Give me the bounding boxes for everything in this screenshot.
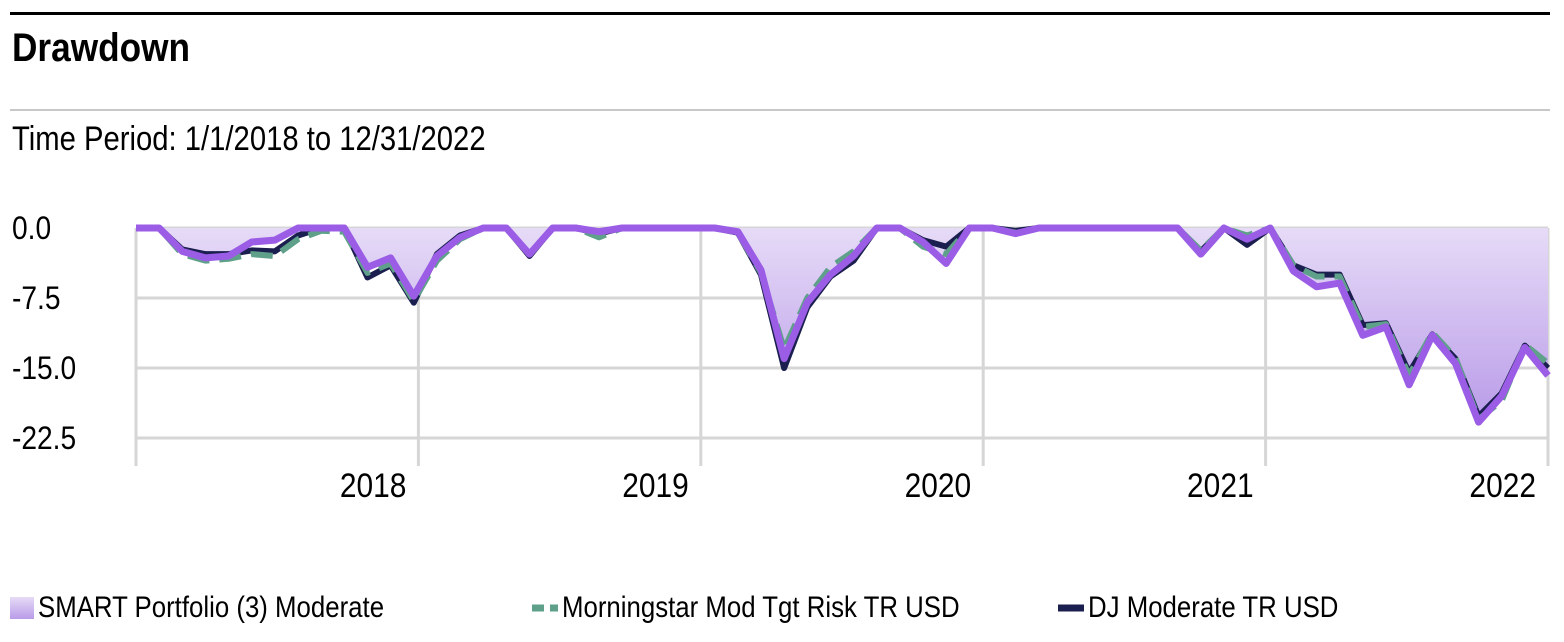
time-period-subtitle: Time Period: 1/1/2018 to 12/31/2022 — [12, 120, 486, 158]
legend-label-dj: DJ Moderate TR USD — [1088, 591, 1339, 624]
legend-item-portfolio: SMART Portfolio (3) Moderate — [10, 588, 440, 628]
morningstar-line — [136, 225, 1550, 423]
legend-item-morningstar: Morningstar Mod Tgt Risk TR USD — [532, 588, 1024, 628]
x-tick-label: 2021 — [1187, 466, 1254, 504]
legend-swatch-morningstar — [532, 604, 558, 612]
y-axis-ticks: 0.0 -7.5 -15.0 -22.5 — [12, 211, 76, 456]
x-axis-ticks: 2018 2019 2020 2021 2022 — [340, 466, 1536, 504]
portfolio-line — [136, 224, 1551, 426]
y-tick-label: -15.0 — [12, 351, 76, 386]
legend-swatch-portfolio — [10, 597, 34, 619]
portfolio-area — [136, 228, 1548, 423]
x-tick-label: 2020 — [905, 466, 972, 504]
x-tick-label: 2022 — [1469, 466, 1536, 504]
x-tick-label: 2018 — [340, 466, 407, 504]
grid-lines — [134, 226, 1550, 466]
y-tick-label: -22.5 — [12, 421, 76, 456]
legend-swatch-dj — [1058, 604, 1084, 612]
legend: SMART Portfolio (3) Moderate Morningstar… — [0, 588, 1564, 628]
title-divider — [10, 109, 1550, 111]
legend-item-dj: DJ Moderate TR USD — [1058, 588, 1379, 628]
legend-label-morningstar: Morningstar Mod Tgt Risk TR USD — [562, 591, 960, 624]
page-title: Drawdown — [12, 26, 190, 70]
y-tick-label: -7.5 — [12, 281, 61, 316]
series-layer — [136, 224, 1551, 426]
x-tick-label: 2019 — [622, 466, 689, 504]
y-tick-label: 0.0 — [12, 211, 51, 246]
top-rule — [10, 12, 1550, 15]
legend-label-portfolio: SMART Portfolio (3) Moderate — [38, 591, 385, 624]
